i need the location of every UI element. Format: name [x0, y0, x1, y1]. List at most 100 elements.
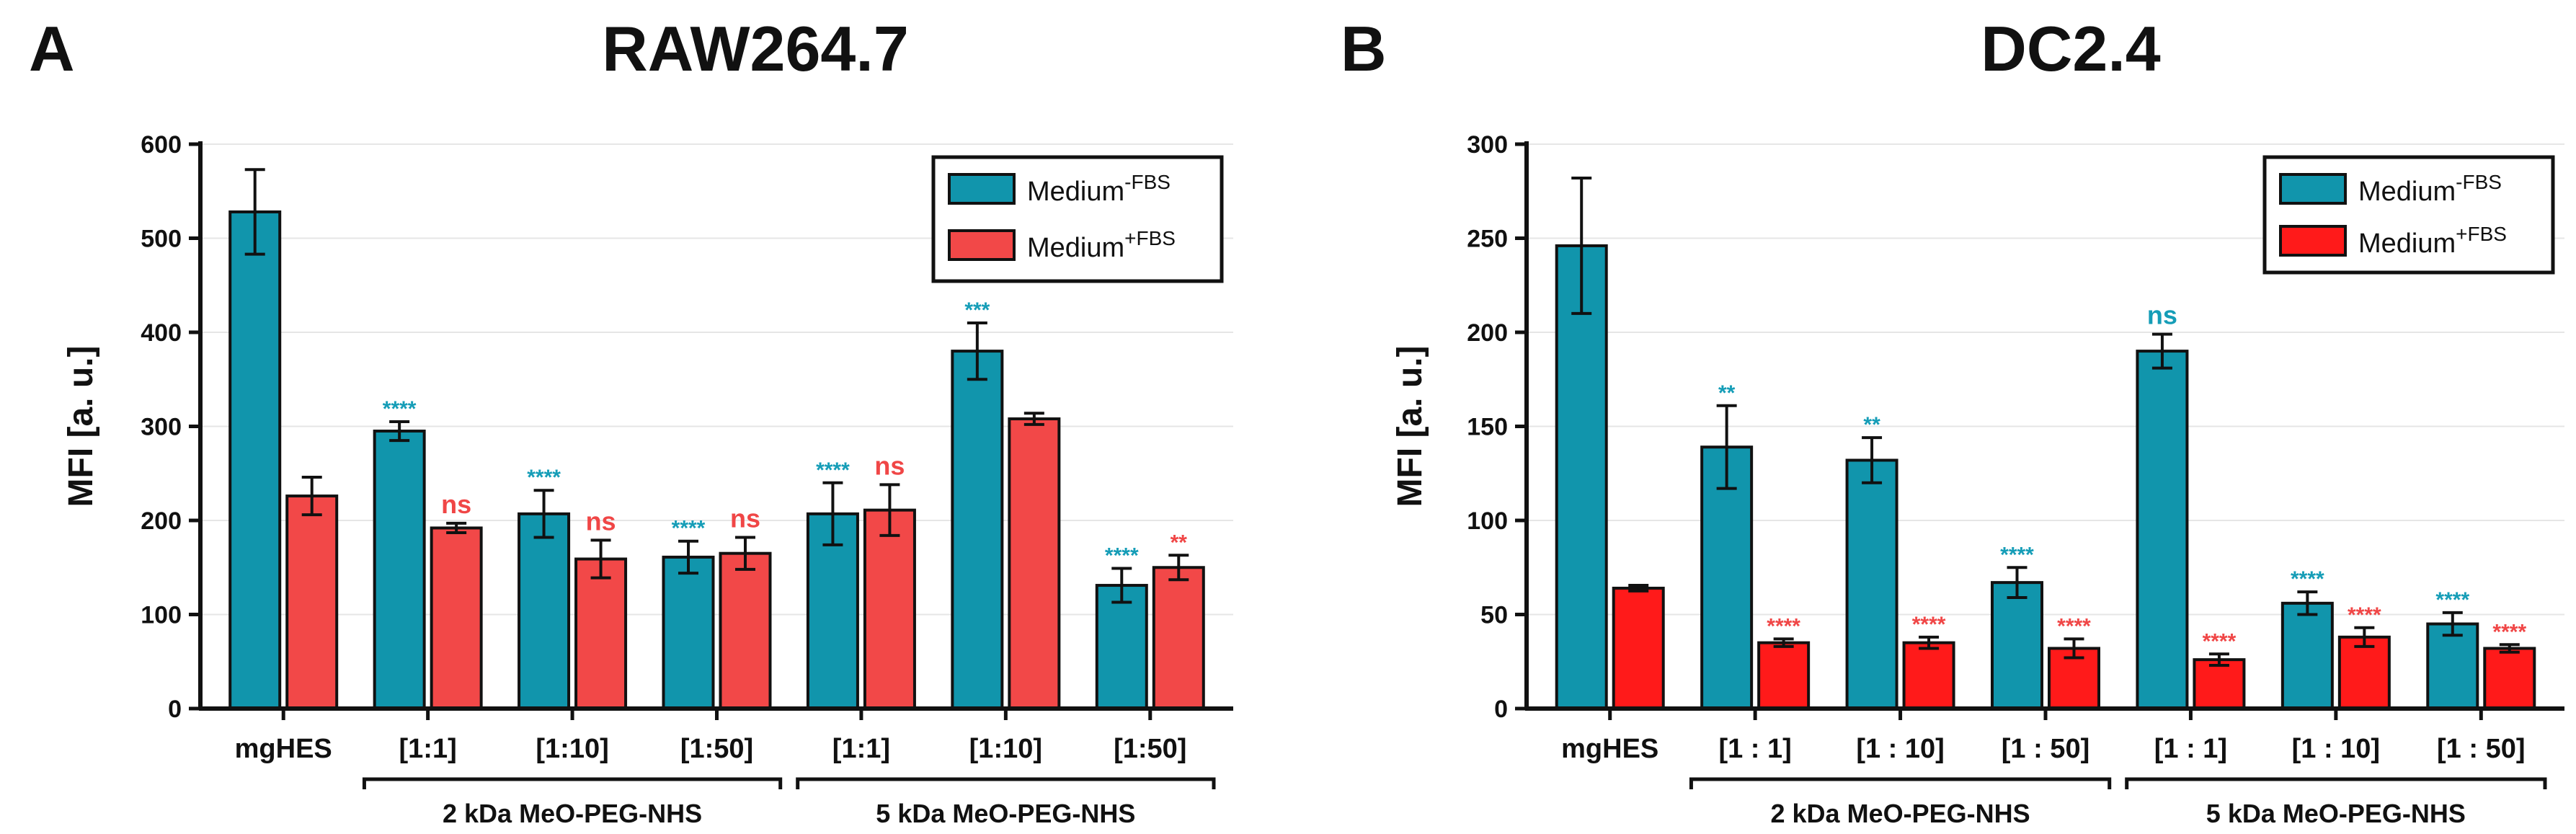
legend-swatch — [948, 173, 1016, 205]
y-tick-label: 250 — [1467, 226, 1508, 253]
significance-label: **** — [672, 517, 706, 541]
y-axis-label: MFI [a. u.] — [62, 346, 100, 507]
significance-label: **** — [527, 466, 561, 489]
significance-label: ** — [1863, 413, 1880, 437]
group-label: 2 kDa MeO-PEG-NHS — [443, 799, 702, 828]
bar-medium-plus-fbs — [1008, 417, 1061, 710]
y-tick-label: 400 — [141, 319, 182, 347]
group-bracket — [796, 777, 1216, 789]
significance-label: ns — [730, 503, 760, 533]
category-label: [1:50] — [1114, 734, 1186, 764]
category-label: [1 : 10] — [1856, 734, 1944, 764]
chart-title: RAW264.7 — [602, 13, 909, 84]
y-tick-label: 200 — [141, 507, 182, 535]
bar-medium-plus-fbs — [1612, 586, 1665, 711]
category-label: [1 : 1] — [1718, 734, 1791, 764]
group-label: 5 kDa MeO-PEG-NHS — [2206, 799, 2466, 828]
category-label: [1:10] — [969, 734, 1042, 764]
bar-medium-plus-fbs — [1902, 641, 1955, 711]
significance-label: **** — [816, 458, 850, 482]
bar-medium-plus-fbs — [285, 494, 339, 710]
legend-entry-base: Medium — [2358, 229, 2456, 259]
legend-entry-base: Medium — [1027, 233, 1124, 263]
significance-label: ns — [441, 489, 471, 519]
bar-medium-plus-fbs — [863, 508, 916, 711]
group-bracket — [2125, 777, 2547, 789]
bar-medium-minus-fbs — [1991, 581, 2043, 710]
legend-entry-sup: +FBS — [1124, 227, 1176, 249]
category-label: [1 : 1] — [2154, 734, 2227, 764]
y-tick-label: 0 — [168, 696, 182, 723]
y-tick-label: 500 — [141, 226, 182, 253]
significance-label: **** — [2492, 620, 2526, 644]
legend-swatch — [2279, 173, 2347, 205]
category-label: [1 : 50] — [2437, 734, 2525, 764]
significance-label: ** — [1171, 531, 1188, 554]
significance-label: **** — [1105, 544, 1139, 568]
bar-medium-plus-fbs — [574, 557, 628, 710]
bar-medium-minus-fbs — [228, 210, 282, 710]
panel-label: B — [1341, 13, 1387, 84]
y-tick-label: 50 — [1480, 602, 1508, 629]
legend-swatch — [2279, 225, 2347, 257]
significance-label: **** — [2348, 603, 2381, 627]
category-label: [1 : 50] — [2002, 734, 2089, 764]
y-tick-label: 150 — [1467, 414, 1508, 441]
category-label: [1:10] — [536, 734, 608, 764]
category-label: [1 : 10] — [2292, 734, 2380, 764]
bar-medium-minus-fbs — [2280, 601, 2334, 711]
bar-medium-plus-fbs — [2048, 647, 2100, 710]
significance-label: **** — [2057, 614, 2091, 638]
bar-medium-minus-fbs — [951, 350, 1004, 710]
panel-label: A — [29, 13, 75, 84]
significance-label: **** — [2203, 629, 2237, 653]
significance-label: **** — [2291, 567, 2324, 591]
significance-label: **** — [1912, 613, 1946, 636]
significance-label: *** — [964, 298, 990, 322]
significance-label: ** — [1718, 381, 1736, 405]
legend-entry-sup: -FBS — [2456, 171, 2502, 193]
y-tick-label: 100 — [141, 602, 182, 629]
legend-entry-sup: +FBS — [2456, 223, 2507, 245]
bar-medium-plus-fbs — [2483, 647, 2536, 710]
bar-medium-plus-fbs — [2193, 658, 2246, 711]
legend-entry-base: Medium — [2358, 177, 2456, 207]
legend-entry: Medium+FBS — [1027, 227, 1176, 263]
bar-medium-plus-fbs — [1152, 566, 1205, 710]
y-tick-label: 600 — [141, 131, 182, 159]
bar-medium-minus-fbs — [1845, 458, 1898, 710]
significance-label: **** — [1767, 614, 1800, 638]
group-label: 5 kDa MeO-PEG-NHS — [876, 799, 1135, 828]
significance-label: **** — [2000, 543, 2034, 567]
bar-medium-minus-fbs — [662, 555, 715, 711]
significance-label: **** — [383, 397, 417, 421]
category-label: [1:1] — [399, 734, 457, 764]
legend-entry-base: Medium — [1027, 177, 1124, 207]
bar-medium-minus-fbs — [1555, 244, 1608, 710]
group-bracket — [362, 777, 783, 789]
y-tick-label: 200 — [1467, 319, 1508, 347]
bar-medium-minus-fbs — [373, 430, 426, 711]
legend-entry: Medium+FBS — [2358, 223, 2507, 259]
bar-medium-plus-fbs — [719, 551, 772, 710]
category-label: [1:50] — [680, 734, 753, 764]
significance-label: ns — [586, 506, 616, 536]
group-label: 2 kDa MeO-PEG-NHS — [1771, 799, 2030, 828]
chart-title: DC2.4 — [1981, 13, 2160, 84]
bar-medium-minus-fbs — [1095, 584, 1148, 710]
y-tick-label: 100 — [1467, 507, 1508, 535]
significance-label: **** — [2435, 588, 2469, 612]
legend-entry: Medium-FBS — [1027, 171, 1171, 207]
bar-medium-plus-fbs — [430, 526, 483, 710]
category-label: mgHES — [235, 734, 332, 764]
category-label: [1:1] — [832, 734, 890, 764]
significance-label: ns — [2147, 301, 2177, 330]
bar-medium-minus-fbs — [518, 512, 571, 710]
panel-b: B DC2.4 0 50 100 150 200 250 300 MFI [a. u.] mgHES… — [1341, 13, 2564, 828]
legend-entry-sup: -FBS — [1124, 171, 1171, 193]
bar-medium-minus-fbs — [2136, 350, 2189, 710]
y-axis-label: MFI [a. u.] — [1391, 346, 1429, 507]
